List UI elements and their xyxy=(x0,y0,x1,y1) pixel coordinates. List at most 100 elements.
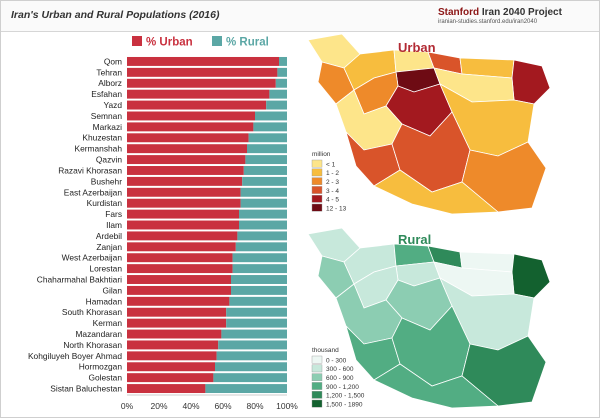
bar-segment xyxy=(127,362,215,372)
bar-segment xyxy=(237,231,287,241)
bar-segment xyxy=(127,242,236,252)
legend-label: 1 - 2 xyxy=(326,170,339,177)
bar-segment xyxy=(127,264,233,274)
bar-segment xyxy=(127,67,278,77)
bar-segment xyxy=(231,285,287,295)
bar-segment xyxy=(127,351,217,361)
map-region xyxy=(373,363,500,409)
bar-segment xyxy=(127,176,243,186)
bar-segment xyxy=(127,285,231,295)
legend-swatch xyxy=(132,36,142,46)
brand-logo: Stanford Iran 2040 Project xyxy=(438,7,562,18)
category-label: Hamadan xyxy=(86,296,123,306)
category-label: Tehran xyxy=(96,67,122,77)
bar-segment xyxy=(279,56,287,66)
category-label: Ardebil xyxy=(96,231,122,241)
bar-segment xyxy=(127,133,249,143)
bar-segment xyxy=(127,318,227,328)
bar-segment xyxy=(240,198,287,208)
legend-title: million xyxy=(312,151,331,158)
category-label: Hormozgan xyxy=(79,362,123,372)
legend-label: % Rural xyxy=(226,37,269,49)
category-label: Sistan Baluchestan xyxy=(50,384,122,394)
urban-map-regions xyxy=(307,33,551,215)
bar-segment xyxy=(232,264,287,274)
bar-segment xyxy=(127,111,255,121)
bar-segment xyxy=(127,122,254,132)
bar-segment xyxy=(127,100,267,110)
rural-map-title: Rural xyxy=(398,232,431,247)
bar-segment xyxy=(231,275,287,284)
bar-segment xyxy=(127,187,241,197)
category-label: Mazandaran xyxy=(75,329,122,339)
legend-swatch xyxy=(311,159,323,168)
category-label: Qazvin xyxy=(96,155,122,165)
legend-label: 4 - 5 xyxy=(326,197,339,204)
bar-segment xyxy=(127,296,230,306)
category-label: Golestan xyxy=(88,373,122,383)
legend-swatch xyxy=(311,194,323,203)
x-tick-label: 0% xyxy=(121,401,134,411)
category-label: South Khorasan xyxy=(62,307,122,317)
bar-segment xyxy=(242,176,287,186)
legend-swatch xyxy=(311,177,323,186)
legend-swatch xyxy=(311,186,323,194)
category-label: Zanjan xyxy=(96,242,122,252)
x-tick-label: 80% xyxy=(246,401,263,411)
figure-header: Iran's Urban and Rural Populations (2016… xyxy=(1,1,599,32)
map-region xyxy=(511,59,551,105)
category-label: Razavi Khorasan xyxy=(58,165,122,175)
category-label: Qom xyxy=(104,56,122,66)
bar-segment xyxy=(232,253,287,263)
bar-segment xyxy=(127,220,239,230)
bar-segment xyxy=(127,384,206,394)
legend-label: 600 - 900 xyxy=(326,375,354,382)
category-label: Alborz xyxy=(98,78,122,88)
category-label: Esfahan xyxy=(91,89,122,99)
bar-segment xyxy=(248,133,287,143)
bar-segment xyxy=(127,89,270,99)
legend-label: 3 - 4 xyxy=(326,188,339,195)
bar-segment xyxy=(240,187,287,197)
bar-segment xyxy=(255,111,287,121)
legend-swatch xyxy=(311,373,323,382)
bar-segment xyxy=(127,166,244,175)
legend-swatch xyxy=(311,364,323,373)
bar-segment xyxy=(239,220,287,230)
bar-segment xyxy=(127,209,239,219)
category-label: Markazi xyxy=(93,122,122,132)
bar-segment xyxy=(275,78,287,88)
bar-segment xyxy=(127,275,231,284)
bar-segment xyxy=(213,373,287,383)
bar-segment xyxy=(226,307,287,317)
bar-segment xyxy=(239,209,287,219)
bar-segment xyxy=(218,340,287,350)
legend-swatch xyxy=(311,390,323,399)
bar-segment xyxy=(253,122,287,132)
bar-segment xyxy=(205,384,287,394)
bar-segment xyxy=(266,100,287,110)
category-label: Semnan xyxy=(91,111,123,121)
category-label: Gilan xyxy=(102,285,122,295)
rural-map-regions xyxy=(307,227,551,409)
category-label: East Azerbaijan xyxy=(64,187,123,197)
bar-segment xyxy=(127,78,276,88)
bar-segment xyxy=(247,144,287,154)
legend-swatch xyxy=(311,399,323,408)
bar-segment xyxy=(216,351,287,361)
category-label: Khuzestan xyxy=(82,133,122,143)
legend-label: 12 - 13 xyxy=(326,205,347,212)
category-label: Kohgiluyeh Boyer Ahmad xyxy=(28,351,122,361)
rural-map: Rural thousand 0 - 300 300 - 600 600 - 900 9… xyxy=(307,227,551,409)
urban-map-title: Urban xyxy=(398,40,436,55)
category-label: West Azerbaijan xyxy=(62,253,123,263)
bar-segment xyxy=(245,155,287,165)
legend-swatch xyxy=(311,203,323,212)
legend-label: 0 - 300 xyxy=(326,357,347,364)
brand-url: iranian-studies.stanford.edu/iran2040 xyxy=(438,19,538,25)
legend-swatch xyxy=(311,355,323,364)
legend-swatch xyxy=(311,382,323,390)
bar-segment xyxy=(235,242,287,252)
urban-map: Urban million < 1 1 - 2 2 - 3 3 - 4 4 - 512 -… xyxy=(307,33,551,215)
category-label: Bushehr xyxy=(91,176,122,186)
